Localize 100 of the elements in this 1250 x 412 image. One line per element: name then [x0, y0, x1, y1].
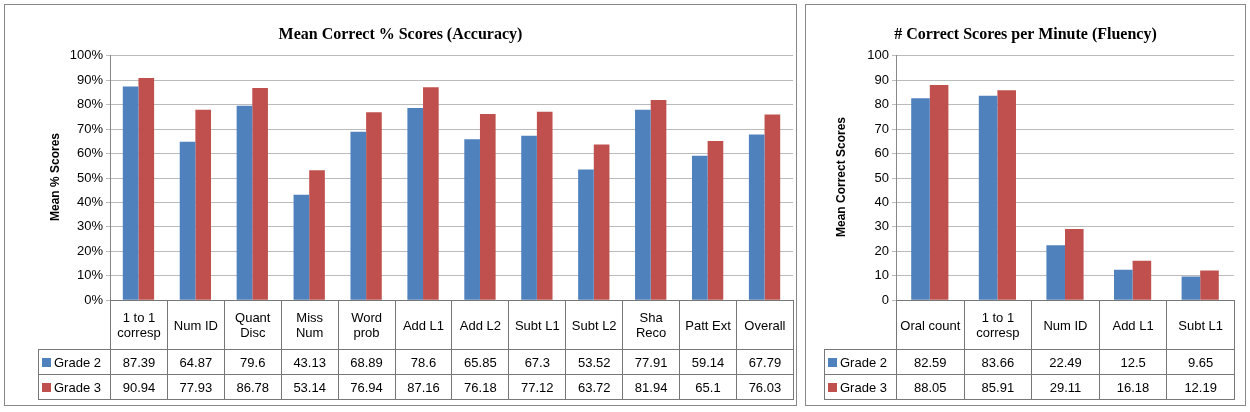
data-label: 29.11 [1031, 374, 1100, 400]
x-tick-label: Add L1 [395, 300, 452, 350]
y-tick-label: 0 [881, 291, 889, 307]
bar [578, 169, 594, 300]
legend-label: Grade 3 [824, 374, 897, 400]
data-label: 86.78 [224, 374, 282, 400]
x-tick-label: Add L2 [451, 300, 509, 350]
bar [350, 131, 367, 300]
data-label: 90.94 [110, 374, 168, 400]
bar [748, 134, 765, 300]
data-label: 63.72 [565, 374, 623, 400]
y-tick-label: 30 [874, 218, 889, 234]
data-label: 76.03 [736, 374, 794, 400]
x-tick-label: 1 to 1 corresp [110, 300, 168, 350]
y-tick-label: 40% [76, 194, 104, 210]
bar [521, 135, 537, 300]
bar [423, 87, 439, 300]
bar [309, 170, 325, 300]
data-label: 77.93 [167, 374, 225, 400]
data-label: 76.18 [451, 374, 509, 400]
bar [479, 114, 496, 300]
bar [911, 98, 930, 300]
bar [1181, 276, 1201, 300]
bar [252, 88, 268, 300]
bar [997, 90, 1016, 300]
x-tick-label: Overall [736, 300, 794, 350]
data-label: 88.05 [896, 374, 965, 400]
data-label: 12.5 [1099, 349, 1167, 375]
y-axis-title: Mean Correct Scores [834, 116, 848, 240]
x-tick-label: 1 to 1 corresp [964, 300, 1032, 350]
data-label: 77.12 [508, 374, 566, 400]
data-label: 9.65 [1166, 349, 1235, 375]
y-tick-label: 50% [76, 169, 104, 185]
y-tick-label: 40 [874, 194, 889, 210]
data-label: 53.52 [565, 349, 623, 375]
y-tick-label: 70 [874, 120, 889, 136]
x-tick-label: Patt Ext [679, 300, 737, 350]
data-label: 12.19 [1166, 374, 1235, 400]
legend-label: Grade 2 [824, 349, 897, 375]
data-label: 78.6 [395, 349, 452, 375]
bar [366, 112, 382, 300]
y-tick-label: 60 [874, 145, 889, 161]
data-label: 65.1 [679, 374, 737, 400]
data-label: 59.14 [679, 349, 737, 375]
bar [1046, 245, 1065, 300]
x-tick-label: Subt L1 [1166, 300, 1235, 350]
data-label: 67.79 [736, 349, 794, 375]
data-label: 64.87 [167, 349, 225, 375]
data-label: 67.3 [508, 349, 566, 375]
legend-label: Grade 3 [38, 374, 111, 400]
bar [764, 114, 781, 300]
x-tick-label: Word prob [338, 300, 396, 350]
bar [1200, 270, 1219, 300]
bar [138, 77, 155, 300]
x-tick-label: Subt L1 [508, 300, 566, 350]
bar [407, 108, 424, 300]
bar [122, 86, 139, 300]
y-tick-label: 100 [867, 47, 889, 63]
data-label: 83.66 [964, 349, 1032, 375]
chart-title: # Correct Scores per Minute (Fluency) [893, 25, 1158, 43]
bar [236, 105, 253, 300]
y-tick-label: 0% [84, 291, 104, 307]
bar [929, 85, 949, 300]
data-label: 79.6 [224, 349, 282, 375]
legend-label: Grade 2 [38, 349, 111, 375]
bar [1132, 260, 1152, 300]
y-tick-label: 90% [76, 71, 104, 87]
y-tick-label: 60% [76, 145, 104, 161]
bar [536, 111, 553, 300]
x-tick-label: Num ID [167, 300, 225, 350]
bar [707, 141, 724, 300]
bar [179, 141, 196, 300]
data-label: 65.85 [451, 349, 509, 375]
x-tick-label: Sha Reco [622, 300, 680, 350]
y-tick-label: 50 [874, 169, 889, 185]
bar [978, 95, 998, 300]
x-tick-label: Quant Disc [224, 300, 282, 350]
bar [593, 144, 610, 300]
x-tick-label: Add L1 [1099, 300, 1167, 350]
data-label: 81.94 [622, 374, 680, 400]
y-tick-label: 80 [874, 96, 889, 112]
x-tick-label: Oral count [896, 300, 965, 350]
data-label: 53.14 [281, 374, 339, 400]
data-label: 85.91 [964, 374, 1032, 400]
data-label: 68.89 [338, 349, 396, 375]
y-tick-label: 90 [874, 71, 889, 87]
x-tick-label: Miss Num [281, 300, 339, 350]
bar [464, 139, 480, 300]
data-label: 76.94 [338, 374, 396, 400]
data-label: 22.49 [1031, 349, 1100, 375]
bar [1114, 269, 1133, 300]
data-label: 43.13 [281, 349, 339, 375]
y-tick-label: 20 [874, 242, 889, 258]
data-label: 77.91 [622, 349, 680, 375]
y-tick-label: 10 [874, 267, 889, 283]
bar [635, 109, 651, 300]
bar [1065, 229, 1084, 300]
y-axis-title: Mean % Scores [48, 132, 62, 224]
y-tick-label: 80% [76, 96, 104, 112]
y-tick-label: 30% [76, 218, 104, 234]
